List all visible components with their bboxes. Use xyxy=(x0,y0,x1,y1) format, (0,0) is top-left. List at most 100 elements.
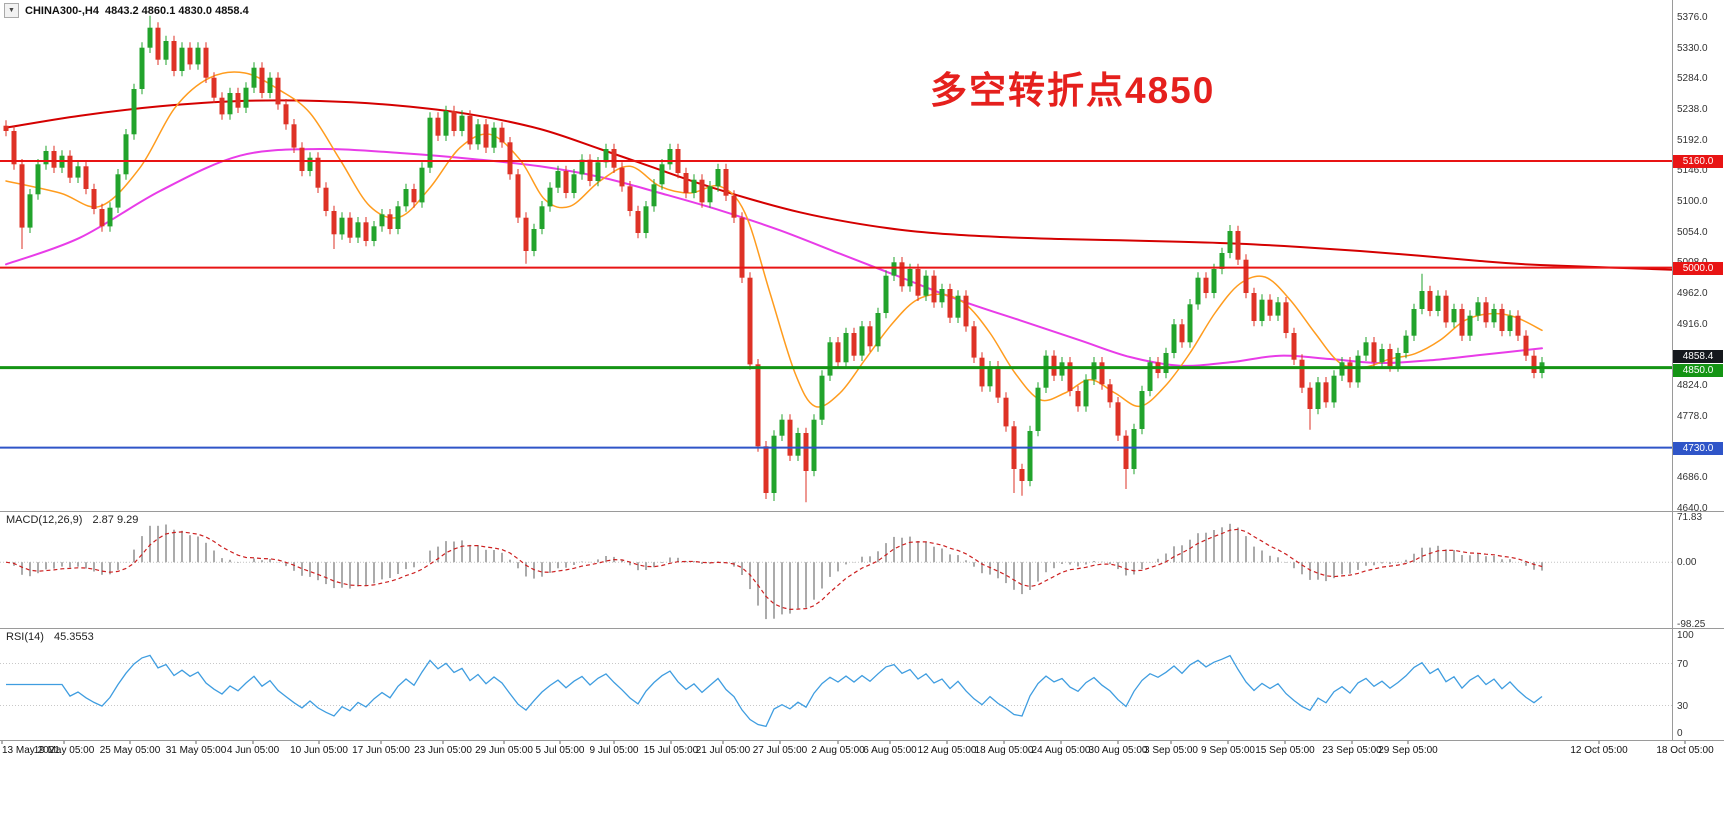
candle-body xyxy=(1515,315,1521,336)
date-label: 27 Jul 05:00 xyxy=(752,745,808,756)
date-label: 5 Jul 05:00 xyxy=(535,745,585,756)
candle-body xyxy=(139,47,145,89)
candle-body xyxy=(203,47,209,78)
candle-body xyxy=(563,171,569,193)
candle-body xyxy=(891,262,897,276)
candle-body xyxy=(1003,397,1009,427)
candle-body xyxy=(939,289,945,303)
candle-body xyxy=(747,277,753,365)
candle-body xyxy=(3,125,9,131)
candle-body xyxy=(347,217,353,238)
candle-body xyxy=(1259,299,1265,321)
candle-body xyxy=(339,217,345,235)
candle-body xyxy=(803,433,809,471)
candle-body xyxy=(651,184,657,207)
symbol-dropdown-icon[interactable]: ▼ xyxy=(4,3,19,18)
candle-body xyxy=(251,67,257,88)
candle-body xyxy=(267,77,273,93)
candle-body xyxy=(371,226,377,241)
candle-body xyxy=(923,275,929,296)
candle-body xyxy=(443,111,449,136)
candle-body xyxy=(491,127,497,148)
macd-histogram xyxy=(5,523,1543,620)
candle-body xyxy=(787,419,793,456)
candle-body xyxy=(195,47,201,65)
date-label: 9 Sep 05:00 xyxy=(1201,745,1255,756)
date-label: 6 Aug 05:00 xyxy=(863,745,917,756)
candle-body xyxy=(1051,355,1057,376)
pane-separator-rsi-dates[interactable] xyxy=(0,740,1724,741)
candle-body xyxy=(179,47,185,71)
candle-body xyxy=(755,364,761,447)
candle-body xyxy=(659,164,665,185)
candle-body xyxy=(1179,324,1185,343)
date-label: 2 Aug 05:00 xyxy=(811,745,865,756)
candle-body xyxy=(635,211,641,233)
price-tick-label: 5376.0 xyxy=(1677,12,1708,23)
chart-drawing-surface xyxy=(0,15,1686,744)
candle-body xyxy=(75,166,81,178)
date-label: 12 Oct 05:00 xyxy=(1570,745,1628,756)
candle-body xyxy=(811,419,817,471)
candle-body xyxy=(779,419,785,436)
candle-body xyxy=(379,214,385,227)
macd-tick-label: 0.00 xyxy=(1677,557,1697,568)
date-label: 18 Aug 05:00 xyxy=(974,745,1034,756)
candle-body xyxy=(963,295,969,327)
candle-body xyxy=(851,333,857,356)
candle-body xyxy=(275,77,281,105)
candle-body xyxy=(1235,231,1241,260)
candle-body xyxy=(715,169,721,187)
candle-body xyxy=(35,164,41,195)
candle-body xyxy=(683,173,689,193)
candle-body xyxy=(1147,362,1153,391)
candle-body xyxy=(1035,387,1041,431)
date-label: 29 Sep 05:00 xyxy=(1378,745,1438,756)
candle-body xyxy=(235,93,241,108)
candle-body xyxy=(219,97,225,115)
candle-body xyxy=(243,87,249,108)
candle-body xyxy=(19,164,25,228)
macd-panel-label: MACD(12,26,9) 2.87 9.29 xyxy=(6,514,138,526)
candle-body xyxy=(955,295,961,318)
candle-body xyxy=(451,111,457,131)
candle-body xyxy=(259,67,265,93)
price-level-badge-4858.4: 4858.4 xyxy=(1673,350,1723,363)
candle-body xyxy=(427,117,433,168)
candle-body xyxy=(1363,342,1369,356)
candle-body xyxy=(1307,387,1313,409)
candle-body xyxy=(411,189,417,203)
candle-body xyxy=(1467,315,1473,336)
candle-body xyxy=(643,206,649,233)
price-tick-label: 5284.0 xyxy=(1677,73,1708,84)
candle-body xyxy=(611,149,617,168)
pane-separator-macd-rsi[interactable] xyxy=(0,628,1724,629)
candle-body xyxy=(1243,259,1249,293)
candle-body xyxy=(507,142,513,175)
candle-body xyxy=(403,189,409,207)
candle-body xyxy=(1435,295,1441,311)
candle-body xyxy=(483,124,489,148)
candle-body xyxy=(11,131,17,165)
candle-body xyxy=(131,89,137,135)
candle-body xyxy=(699,179,705,203)
pane-separator-price-macd[interactable] xyxy=(0,511,1724,512)
candle-body xyxy=(579,159,585,175)
candle-body xyxy=(355,222,361,238)
price-tick-label: 4640.0 xyxy=(1677,503,1708,514)
date-label: 19 May 05:00 xyxy=(33,745,95,756)
candle-body xyxy=(459,115,465,131)
candle-body xyxy=(147,27,153,48)
candle-body xyxy=(1219,253,1225,269)
candle-body xyxy=(91,189,97,209)
candle-body xyxy=(1491,309,1497,323)
date-label: 23 Jun 05:00 xyxy=(414,745,472,756)
candle-body xyxy=(1251,293,1257,321)
candle-body xyxy=(995,366,1001,398)
symbol-header: ▼ CHINA300-,H4 4843.2 4860.1 4830.0 4858… xyxy=(4,3,249,18)
price-tick-label: 4962.0 xyxy=(1677,288,1708,299)
candle-body xyxy=(1331,375,1337,403)
candle-body xyxy=(1171,324,1177,353)
candle-body xyxy=(67,155,73,178)
